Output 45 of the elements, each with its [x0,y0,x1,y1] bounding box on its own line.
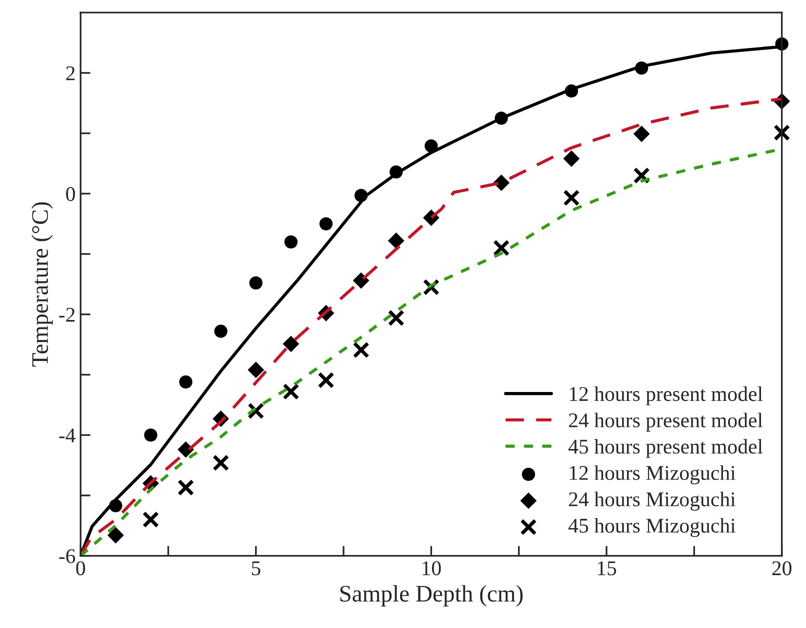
x-tick-label: 20 [772,561,792,576]
y-tick-label: 2 [66,66,75,80]
point [248,362,264,378]
y-axis-title: Temperature (°C) [31,202,53,367]
point [319,217,333,230]
point [179,375,192,389]
point [178,441,194,458]
point [142,511,160,528]
point [248,402,264,420]
legend-label: 45 hours present model [568,439,763,458]
point [563,190,580,206]
x-tick-label: 5 [252,561,260,576]
point [352,342,370,358]
point [388,232,404,249]
point [282,336,300,352]
point [352,272,370,289]
y-tick-label: -4 [59,428,76,442]
point [177,479,194,496]
point [493,240,510,256]
x-tick-label: 15 [598,561,616,576]
point [633,167,650,184]
point [563,150,580,167]
legend-label: 24 hours Mizoguchi [568,492,736,511]
point [212,454,230,472]
point [318,372,334,388]
point [388,310,404,326]
legend-label: 24 hours present model [568,412,763,432]
x-tick-label: 0 [76,561,86,576]
point [493,174,510,191]
point [284,235,298,249]
y-tick-label: -6 [59,549,76,564]
legend-label: 12 hours present model [570,386,763,406]
legend-label: 45 hours Mizoguchi [568,518,736,538]
x-tick-label: 10 [422,561,441,576]
y-tick-label: 0 [66,187,75,202]
point [633,126,650,142]
point [282,383,300,400]
point [214,324,228,338]
point [144,428,158,442]
legend-label: 12 hours Mizoguchi [570,465,736,484]
point [249,276,262,290]
point [773,124,790,141]
point [107,527,124,544]
x-axis-title: Sample Depth (cm) [340,585,523,606]
y-tick-label: -2 [59,308,75,322]
